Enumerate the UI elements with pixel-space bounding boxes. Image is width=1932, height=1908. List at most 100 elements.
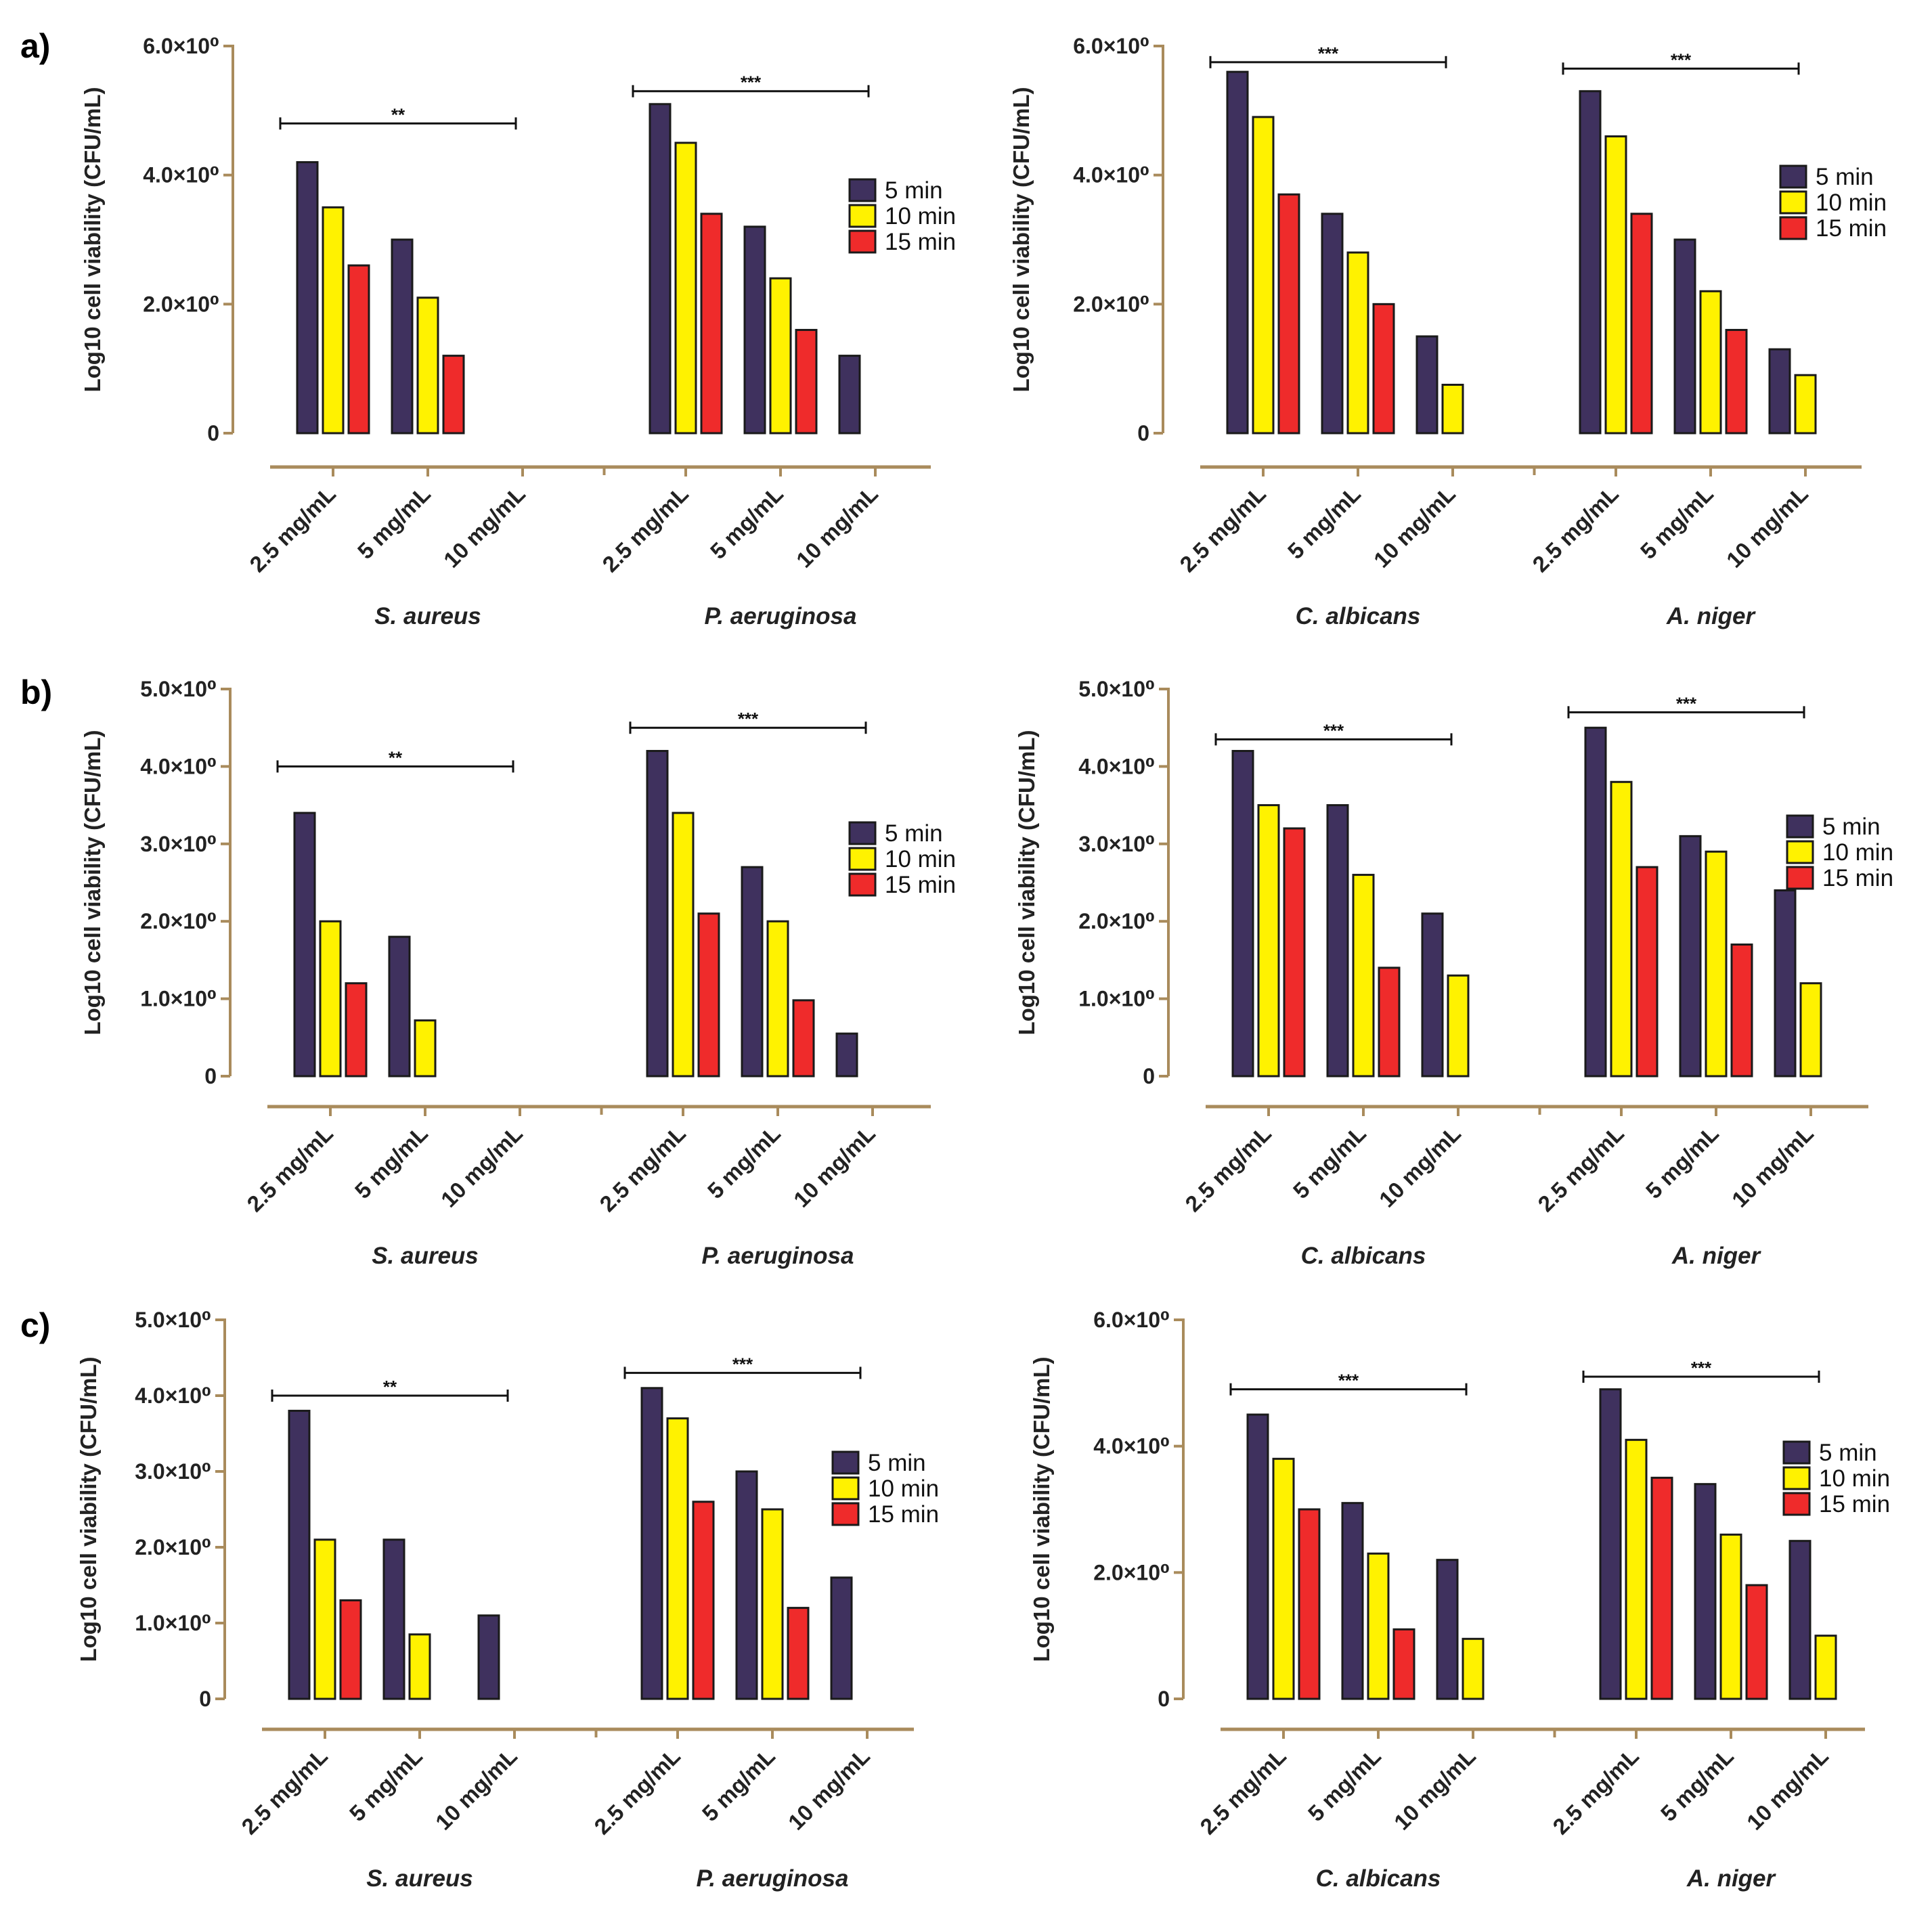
x-tick-label: 5 mg/mL xyxy=(1283,481,1365,564)
significance-label: *** xyxy=(1676,693,1697,713)
bar-c-albicans-1-1 xyxy=(1246,1413,1269,1700)
y-tick-label: 3.0×10⁰ xyxy=(140,832,217,856)
y-tick-label: 3.0×10⁰ xyxy=(1078,832,1155,856)
bar-p-aeruginosa-1-3 xyxy=(697,912,720,1078)
legend-swatch-2 xyxy=(848,847,877,871)
legend-label-1: 5 min xyxy=(1819,1440,1877,1466)
x-tick-label: 10 mg/mL xyxy=(1389,1744,1480,1835)
bar-c-albicans-3-1 xyxy=(1421,912,1444,1078)
bar-a-niger-1-3 xyxy=(1635,866,1659,1078)
x-tick-label: 2.5 mg/mL xyxy=(1547,1744,1644,1840)
bar-c-albicans-1-3 xyxy=(1277,193,1300,435)
chart-a-bacteria: 0 2.0×10⁰ 4.0×10⁰ 6.0×10⁰ Log10 cell viabili… xyxy=(80,34,956,629)
bar-a-niger-3-1 xyxy=(1768,348,1791,435)
row-label-c: c) xyxy=(20,1306,50,1344)
legend-swatch-1 xyxy=(831,1450,860,1475)
group-label: C. albicans xyxy=(1296,603,1421,629)
x-tick-label: 10 mg/mL xyxy=(1374,1121,1466,1212)
x-tick-label: 5 mg/mL xyxy=(1288,1121,1371,1203)
bar-a-niger-1-2 xyxy=(1610,780,1633,1078)
x-tick-label: 10 mg/mL xyxy=(431,1744,522,1835)
legend-swatch-2 xyxy=(1786,840,1814,864)
x-tick-label: 2.5 mg/mL xyxy=(236,1744,332,1840)
y-tick-label: 6.0×10⁰ xyxy=(143,34,219,58)
x-tick-label: 5 mg/mL xyxy=(1641,1121,1724,1203)
bar-c-albicans-3-2 xyxy=(1462,1637,1485,1700)
bar-p-aeruginosa-3-1 xyxy=(838,355,861,435)
group-label: A. niger xyxy=(1666,603,1757,629)
x-tick-label: 2.5 mg/mL xyxy=(594,1121,690,1217)
group-label: A. niger xyxy=(1671,1243,1762,1269)
bar-c-albicans-2-1 xyxy=(1321,213,1344,435)
bar-a-niger-1-1 xyxy=(1584,726,1607,1078)
y-tick-label: 0 xyxy=(1143,1064,1155,1088)
bar-s-aureus-2-2 xyxy=(414,1019,437,1078)
bar-c-albicans-3-2 xyxy=(1447,974,1470,1078)
bar-s-aureus-1-2 xyxy=(319,920,342,1078)
bar-a-niger-3-2 xyxy=(1799,982,1822,1078)
x-tick-label: 5 mg/mL xyxy=(697,1744,780,1826)
y-tick-label: 2.0×10⁰ xyxy=(1093,1560,1170,1584)
bar-s-aureus-1-1 xyxy=(288,1409,311,1700)
chart-b-bacteria: 0 1.0×10⁰ 2.0×10⁰ 3.0×10⁰ 4.0×10⁰ 5.0×10⁰ Log1… xyxy=(80,677,956,1269)
chart-b-fungi: 0 1.0×10⁰ 2.0×10⁰ 3.0×10⁰ 4.0×10⁰ 5.0×10⁰ Log1… xyxy=(1014,677,1893,1269)
y-tick-label: 6.0×10⁰ xyxy=(1093,1308,1170,1332)
bar-c-albicans-1-2 xyxy=(1272,1457,1295,1700)
x-tick-label: 10 mg/mL xyxy=(1721,481,1813,573)
y-tick-label: 5.0×10⁰ xyxy=(1078,677,1155,701)
bar-a-niger-1-3 xyxy=(1650,1476,1673,1700)
bar-c-albicans-1-2 xyxy=(1252,116,1275,435)
legend-label-1: 5 min xyxy=(868,1450,926,1476)
chart-c-fungi: 0 2.0×10⁰ 4.0×10⁰ 6.0×10⁰ Log10 cell viabili… xyxy=(1029,1308,1890,1892)
bar-p-aeruginosa-1-2 xyxy=(672,812,695,1078)
legend-label-1: 5 min xyxy=(885,820,943,847)
bar-p-aeruginosa-2-2 xyxy=(769,277,792,435)
x-tick-label: 10 mg/mL xyxy=(436,1121,527,1212)
bar-a-niger-1-2 xyxy=(1604,135,1627,435)
bar-a-niger-2-3 xyxy=(1730,944,1753,1078)
bar-a-niger-3-1 xyxy=(1774,889,1797,1078)
bar-a-niger-1-3 xyxy=(1630,213,1653,435)
group-label: P. aeruginosa xyxy=(696,1865,848,1892)
legend-label-2: 10 min xyxy=(885,846,956,872)
x-tick-label: 10 mg/mL xyxy=(789,1121,880,1212)
legend-swatch-1 xyxy=(1786,814,1814,839)
legend-swatch-3 xyxy=(1782,1492,1811,1516)
significance-label: *** xyxy=(738,709,759,729)
legend-swatch-3 xyxy=(831,1502,860,1526)
legend-label-3: 15 min xyxy=(1822,865,1893,891)
bar-s-aureus-2-2 xyxy=(416,296,439,435)
y-tick-label: 3.0×10⁰ xyxy=(135,1459,211,1484)
bar-s-aureus-1-3 xyxy=(339,1599,362,1700)
bar-p-aeruginosa-2-3 xyxy=(795,328,818,435)
legend-label-1: 5 min xyxy=(1816,164,1874,190)
bar-s-aureus-2-1 xyxy=(388,935,411,1078)
bar-c-albicans-2-1 xyxy=(1326,804,1349,1078)
x-tick-label: 10 mg/mL xyxy=(1727,1121,1818,1212)
legend-label-2: 10 min xyxy=(1816,190,1887,216)
legend-label-3: 15 min xyxy=(1816,215,1887,242)
x-tick-label: 2.5 mg/mL xyxy=(589,1744,685,1840)
significance-label: ** xyxy=(391,104,405,125)
y-tick-label: 0 xyxy=(204,1064,217,1088)
x-tick-label: 2.5 mg/mL xyxy=(1527,481,1623,577)
bar-a-niger-2-2 xyxy=(1705,850,1728,1078)
legend-label-2: 10 min xyxy=(1822,839,1893,866)
bar-c-albicans-1-1 xyxy=(1231,750,1254,1078)
x-tick-label: 10 mg/mL xyxy=(439,481,530,573)
significance-label: *** xyxy=(732,1354,753,1374)
bar-p-aeruginosa-1-1 xyxy=(640,1387,663,1700)
significance-label: *** xyxy=(1318,43,1339,64)
legend-swatch-1 xyxy=(848,821,877,845)
bar-c-albicans-1-3 xyxy=(1283,827,1306,1078)
bar-p-aeruginosa-2-3 xyxy=(787,1607,810,1700)
row-label-a: a) xyxy=(20,27,50,65)
y-tick-label: 4.0×10⁰ xyxy=(143,163,219,187)
bar-a-niger-1-2 xyxy=(1625,1438,1648,1700)
x-tick-label: 5 mg/mL xyxy=(1635,481,1718,564)
legend-swatch-3 xyxy=(848,872,877,897)
y-tick-label: 4.0×10⁰ xyxy=(1093,1434,1170,1459)
legend-swatch-3 xyxy=(848,229,877,254)
group-label: S. aureus xyxy=(374,603,481,629)
x-tick-label: 5 mg/mL xyxy=(345,1744,427,1826)
